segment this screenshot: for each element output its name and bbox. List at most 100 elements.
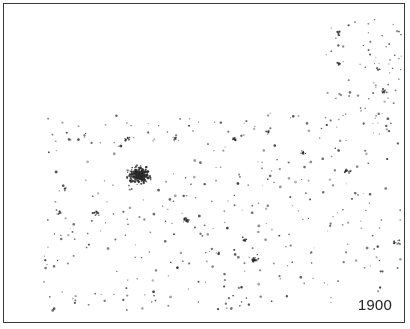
- settlement-dot: [169, 295, 172, 299]
- settlement-dot: [224, 302, 228, 305]
- settlement-dot: [252, 261, 255, 263]
- settlement-dot: [85, 179, 87, 181]
- settlement-dot: [332, 216, 334, 218]
- settlement-dot: [100, 230, 102, 232]
- settlement-dot: [169, 261, 172, 264]
- settlement-dot: [380, 219, 383, 221]
- settlement-dot: [398, 239, 401, 242]
- settlement-dot: [396, 266, 399, 269]
- settlement-dot: [63, 189, 66, 192]
- settlement-dot: [184, 177, 187, 179]
- settlement-dot: [227, 130, 230, 133]
- settlement-dot: [266, 133, 269, 135]
- settlement-dot: [362, 122, 365, 125]
- settlement-dot: [381, 112, 383, 115]
- settlement-dot: [397, 78, 400, 80]
- settlement-dot: [174, 134, 178, 137]
- settlement-dot: [359, 107, 362, 109]
- settlement-dot: [125, 175, 129, 178]
- settlement-dot: [328, 224, 332, 227]
- settlement-dot: [67, 233, 70, 237]
- settlement-dot: [142, 181, 144, 183]
- settlement-dot: [353, 191, 357, 195]
- settlement-dot-map: [43, 19, 402, 312]
- settlement-dot: [335, 97, 337, 99]
- settlement-dot: [179, 251, 183, 255]
- settlement-dot: [252, 257, 255, 260]
- settlement-dot: [223, 285, 226, 288]
- settlement-dot: [342, 260, 345, 264]
- settlement-dot: [360, 109, 362, 112]
- settlement-dot: [52, 307, 56, 310]
- settlement-dot: [173, 139, 175, 141]
- settlement-dot: [213, 121, 216, 123]
- settlement-dot: [397, 240, 399, 242]
- settlement-dot: [223, 279, 226, 282]
- settlement-dot: [272, 262, 275, 265]
- settlement-dot: [168, 198, 172, 201]
- settlement-dot: [56, 259, 59, 262]
- settlement-dot: [396, 142, 400, 145]
- settlement-dot: [167, 274, 170, 277]
- settlement-dot: [309, 252, 312, 255]
- settlement-dot: [138, 167, 141, 170]
- settlement-dot: [303, 282, 306, 285]
- settlement-dot: [167, 304, 170, 307]
- settlement-dot: [130, 187, 133, 191]
- settlement-dot: [104, 123, 107, 126]
- settlement-dot: [362, 193, 364, 195]
- settlement-dot: [261, 184, 264, 186]
- settlement-dot: [397, 30, 400, 33]
- settlement-dot: [185, 219, 188, 221]
- settlement-dot: [369, 265, 371, 267]
- settlement-dot: [392, 102, 395, 105]
- settlement-dot: [261, 161, 263, 164]
- settlement-dot: [399, 219, 402, 221]
- settlement-dot: [211, 265, 215, 269]
- settlement-dot: [375, 87, 377, 89]
- settlement-dot: [219, 121, 223, 124]
- settlement-dot: [299, 275, 303, 279]
- settlement-dot: [233, 253, 237, 256]
- settlement-dot: [400, 69, 402, 71]
- settlement-dot: [324, 116, 327, 119]
- settlement-dot: [330, 155, 333, 158]
- settlement-dot: [240, 301, 243, 303]
- settlement-dot: [193, 226, 196, 229]
- settlement-dot: [86, 232, 89, 235]
- settlement-dot: [395, 30, 399, 33]
- settlement-dot: [245, 297, 248, 299]
- settlement-dot: [368, 98, 370, 100]
- settlement-dot: [388, 43, 391, 46]
- settlement-dot: [133, 177, 135, 179]
- settlement-dot: [240, 285, 243, 289]
- settlement-dot: [307, 217, 310, 219]
- settlement-dot: [393, 54, 396, 57]
- settlement-dot: [247, 184, 250, 187]
- settlement-dot: [290, 117, 292, 119]
- settlement-dot: [387, 129, 391, 133]
- settlement-dot: [360, 220, 362, 222]
- settlement-dot: [378, 63, 380, 65]
- settlement-dot: [148, 251, 151, 253]
- settlement-dot: [377, 122, 379, 124]
- settlement-dot: [47, 151, 50, 154]
- settlement-dot: [140, 167, 142, 169]
- settlement-dot: [302, 218, 304, 221]
- settlement-dot: [130, 125, 132, 127]
- settlement-dot: [72, 254, 75, 257]
- settlement-dot: [84, 132, 87, 135]
- settlement-dot: [304, 192, 307, 195]
- settlement-dot: [321, 157, 325, 161]
- settlement-dot: [325, 123, 328, 127]
- settlement-dot: [381, 90, 384, 93]
- settlement-dot: [113, 141, 115, 144]
- settlement-dot: [375, 114, 377, 117]
- settlement-dot: [398, 57, 400, 60]
- settlement-dot: [395, 241, 397, 244]
- settlement-dot: [360, 227, 363, 230]
- settlement-dot: [385, 45, 387, 48]
- settlement-dot: [375, 256, 378, 259]
- settlement-dot: [227, 296, 231, 300]
- settlement-dot: [387, 83, 390, 86]
